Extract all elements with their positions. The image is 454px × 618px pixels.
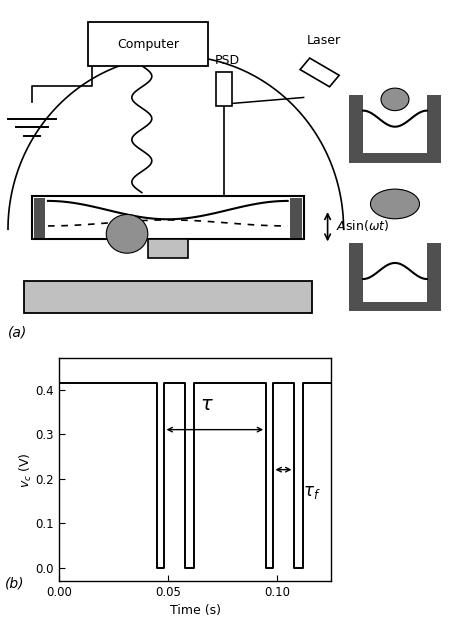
FancyBboxPatch shape bbox=[363, 243, 427, 302]
Circle shape bbox=[381, 88, 409, 111]
Text: $A\sin(\omega t)$: $A\sin(\omega t)$ bbox=[336, 218, 389, 234]
FancyBboxPatch shape bbox=[349, 95, 363, 163]
FancyBboxPatch shape bbox=[216, 72, 232, 106]
FancyBboxPatch shape bbox=[349, 302, 441, 311]
FancyBboxPatch shape bbox=[349, 243, 363, 311]
FancyBboxPatch shape bbox=[427, 243, 441, 311]
FancyBboxPatch shape bbox=[88, 22, 208, 66]
FancyBboxPatch shape bbox=[349, 153, 441, 163]
Text: PSD: PSD bbox=[215, 54, 240, 67]
Bar bbox=[300, 58, 339, 87]
FancyBboxPatch shape bbox=[427, 95, 441, 163]
Ellipse shape bbox=[106, 214, 148, 253]
FancyBboxPatch shape bbox=[32, 196, 304, 239]
FancyBboxPatch shape bbox=[34, 198, 45, 237]
Circle shape bbox=[370, 189, 419, 219]
Text: Computer: Computer bbox=[117, 38, 179, 51]
X-axis label: Time (s): Time (s) bbox=[170, 604, 221, 617]
FancyBboxPatch shape bbox=[291, 198, 301, 237]
FancyBboxPatch shape bbox=[363, 95, 427, 153]
Text: $\tau_f$: $\tau_f$ bbox=[303, 483, 321, 501]
FancyBboxPatch shape bbox=[148, 239, 188, 258]
Text: Laser: Laser bbox=[306, 35, 340, 48]
Y-axis label: $v_c$ (V): $v_c$ (V) bbox=[18, 452, 34, 488]
Text: (a): (a) bbox=[8, 326, 27, 339]
FancyBboxPatch shape bbox=[24, 281, 311, 313]
Text: $\tau$: $\tau$ bbox=[200, 395, 214, 414]
Text: (b): (b) bbox=[5, 576, 24, 590]
